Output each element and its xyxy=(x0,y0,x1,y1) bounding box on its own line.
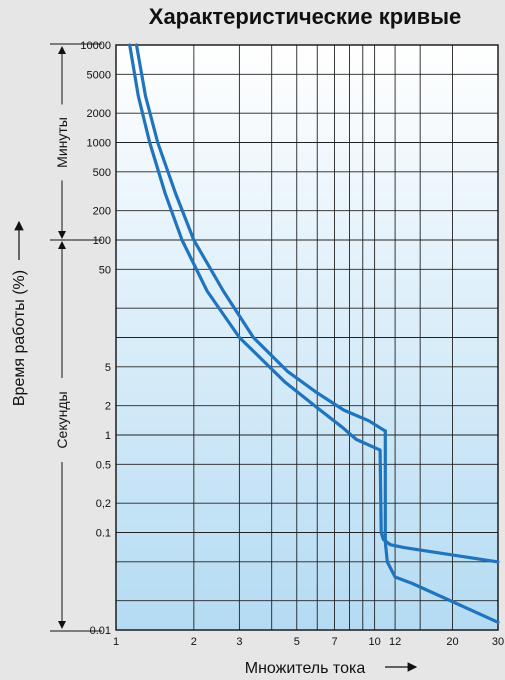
y-tick-label: 5 xyxy=(105,362,111,374)
x-tick-label: 7 xyxy=(331,636,337,648)
x-tick-label: 10 xyxy=(368,636,380,648)
chart-title: Характеристические кривые xyxy=(149,4,461,29)
y-tick-labels: 10000 5000 2000 1000 500 200 100 50 5 2 1 0.5 0,2 0.1… xyxy=(80,40,111,637)
plot-frame xyxy=(115,44,499,631)
y-tick-label: 1 xyxy=(105,430,111,442)
y-tick-label: 0.1 xyxy=(96,528,111,540)
x-axis-label: Множитель тока xyxy=(245,660,366,677)
y-tick-label: 0.5 xyxy=(96,459,111,471)
y-tick-label: 10000 xyxy=(80,40,111,52)
time-range-markers xyxy=(50,43,102,632)
y-tick-label: 2000 xyxy=(87,108,111,120)
curves xyxy=(128,43,500,624)
y-tick-label: 500 xyxy=(93,167,111,179)
x-tick-label: 12 xyxy=(389,636,401,648)
x-tick-label: 1 xyxy=(113,636,119,648)
x-tick-label: 2 xyxy=(191,636,197,648)
y-tick-label: 2 xyxy=(105,401,111,413)
seconds-label: Секунды xyxy=(54,391,70,448)
y-tick-label: 1000 xyxy=(87,138,111,150)
x-tick-label: 20 xyxy=(446,636,458,648)
y-tick-label: 50 xyxy=(99,264,111,276)
x-tick-label: 30 xyxy=(492,636,504,648)
minutes-label: Минуты xyxy=(54,117,70,168)
x-tick-label: 5 xyxy=(294,636,300,648)
curve-line-2 xyxy=(134,43,387,433)
x-tick-label: 3 xyxy=(236,636,242,648)
x-tick-labels: 1 2 3 5 7 10 12 20 30 xyxy=(113,636,504,648)
y-tick-label: 5000 xyxy=(87,69,111,81)
y-tick-label: 0,2 xyxy=(96,498,111,510)
y-tick-label: 100 xyxy=(93,235,111,247)
y-axis-label: Время работы (%) xyxy=(11,270,28,406)
curve-line-2-tail xyxy=(383,429,500,624)
y-tick-label: 200 xyxy=(93,206,111,218)
